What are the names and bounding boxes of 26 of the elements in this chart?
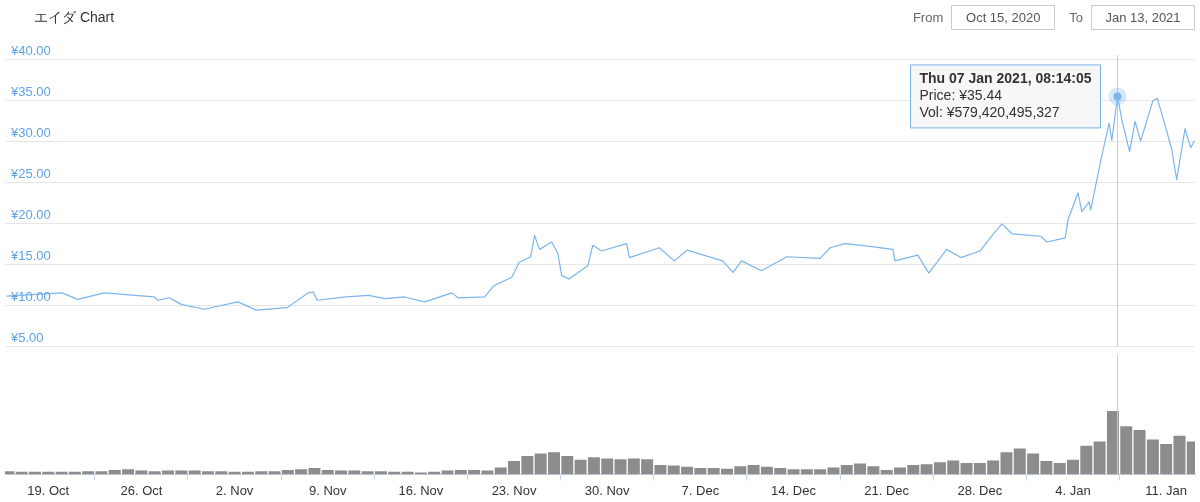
y-tick-label: ¥5.00	[10, 329, 44, 345]
date-field: Oct 15, 2020	[951, 5, 1056, 30]
x-tick-label: 9. Nov	[308, 482, 348, 498]
x-tick-label: 14. Dec	[771, 482, 817, 498]
x-tick-label: 16. Nov	[398, 482, 444, 498]
y-tick-label: ¥15.00	[10, 247, 51, 263]
x-tick-label: 4. Jan	[1055, 482, 1091, 498]
x-tick-label: 21. Dec	[864, 482, 910, 498]
x-tick-label: 19. Oct	[27, 482, 70, 498]
text: From	[912, 10, 944, 25]
y-tick-label: ¥25.00	[10, 165, 51, 181]
x-tick-label: 23. Nov	[491, 482, 537, 498]
date-field: Jan 13, 2021	[1091, 5, 1195, 30]
x-tick-label: 2. Nov	[215, 482, 254, 498]
y-tick-label: ¥35.00	[10, 83, 51, 99]
x-tick-label: 28. Dec	[957, 482, 1003, 498]
chart-title: エイダ Chart	[34, 9, 115, 27]
y-tick-label: ¥40.00	[10, 42, 51, 58]
annotation: Thu 07 Jan 2021, 08:14:05 Price: ¥35.44 Vol: ¥579,420,495,327	[919, 69, 1092, 120]
y-tick-label: ¥30.00	[10, 124, 51, 140]
x-tick-label: 7. Dec	[681, 482, 720, 498]
text: To	[1069, 10, 1083, 25]
y-tick-label: ¥20.00	[10, 206, 51, 222]
x-tick-label: 30. Nov	[584, 482, 631, 498]
x-tick-label: 11. Jan	[1145, 482, 1188, 498]
x-tick-label: 26. Oct	[120, 482, 163, 498]
